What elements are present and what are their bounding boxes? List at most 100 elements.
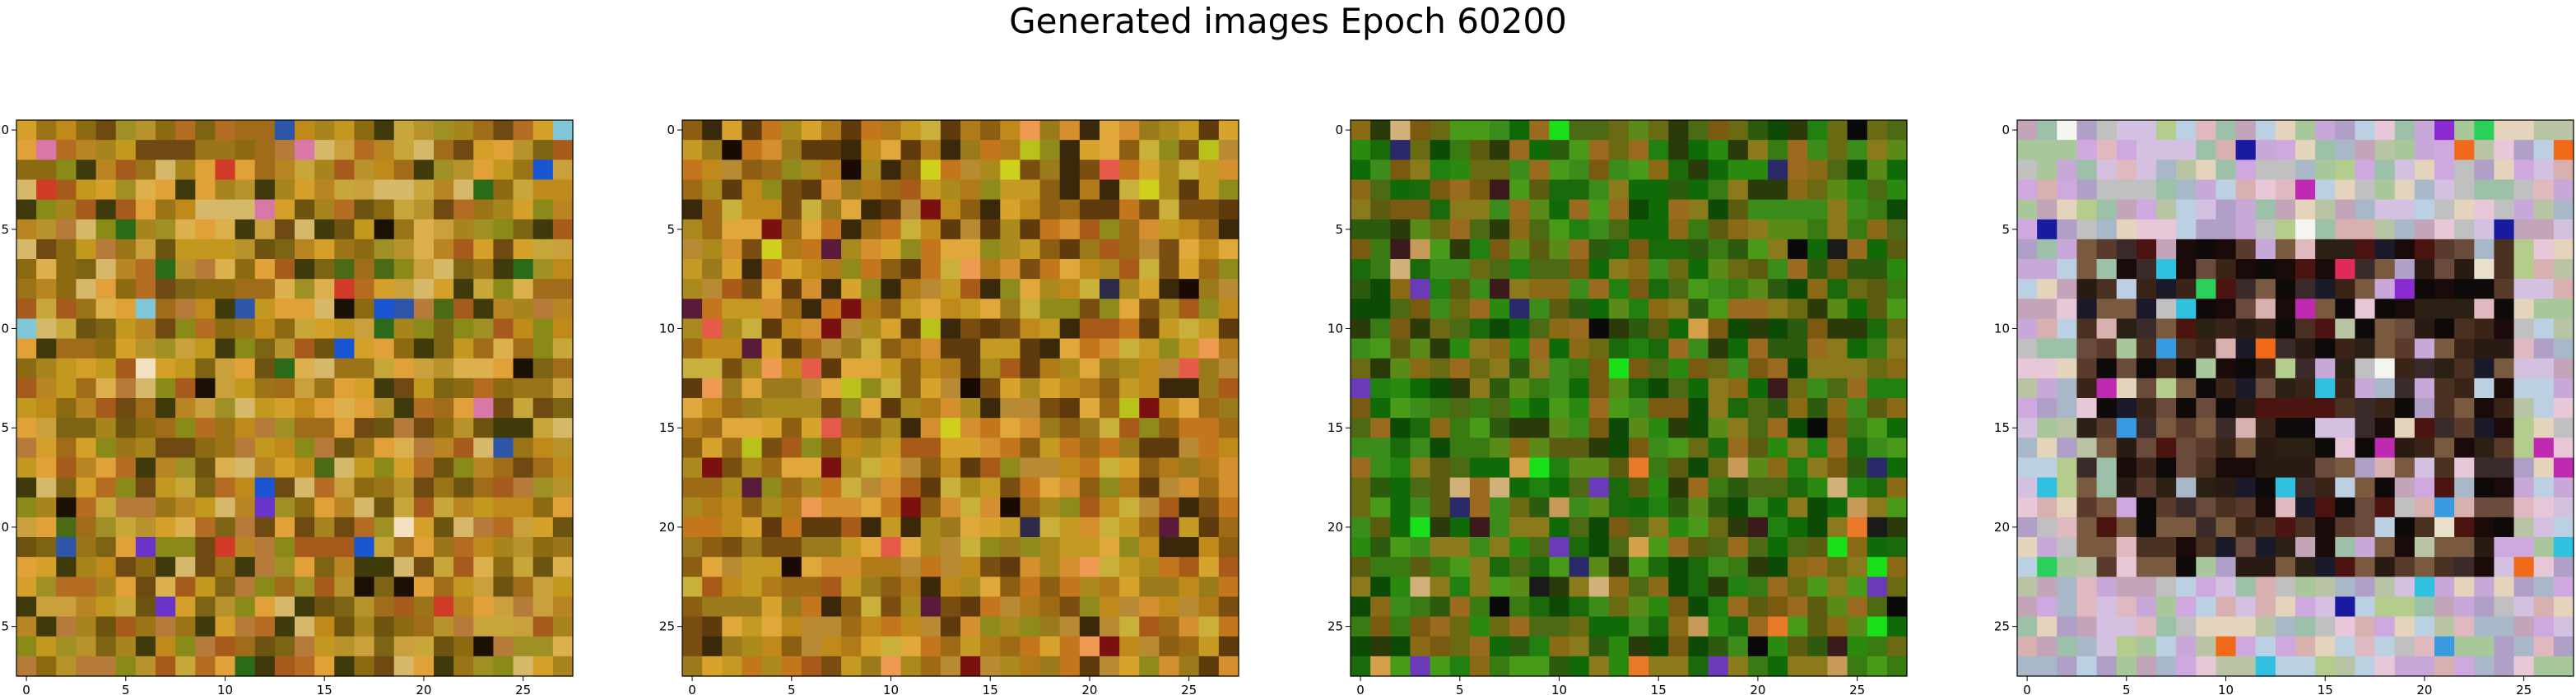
pixel-cell	[2494, 179, 2515, 201]
x-tick-label: 10	[883, 683, 899, 695]
pixel-cell	[920, 636, 942, 657]
pixel-cell	[1119, 616, 1140, 637]
pixel-cell	[1390, 219, 1411, 240]
pixel-cell	[195, 438, 216, 459]
pixel-cell	[2275, 378, 2296, 399]
pixel-cell	[532, 299, 554, 320]
pixel-cell	[2394, 179, 2416, 201]
pixel-cell	[1549, 596, 1570, 618]
pixel-cell	[295, 219, 315, 240]
pixel-cell	[473, 438, 495, 459]
pixel-cell	[2513, 299, 2535, 320]
pixel-cell	[1119, 497, 1140, 518]
pixel-cell	[1351, 517, 1371, 538]
pixel-cell	[1139, 338, 1160, 359]
pixel-cell	[1039, 160, 1061, 181]
pixel-cell	[374, 418, 395, 438]
pixel-cell	[1747, 120, 1769, 141]
pixel-cell	[354, 120, 375, 141]
pixel-cell	[314, 418, 335, 438]
pixel-cell	[2037, 477, 2058, 498]
pixel-cell	[821, 577, 842, 598]
pixel-cell	[156, 596, 176, 618]
pixel-cell	[1708, 259, 1729, 280]
pixel-cell	[1410, 318, 1431, 340]
pixel-cell	[881, 418, 902, 438]
pixel-cell	[1490, 477, 1510, 498]
pixel-cell	[453, 299, 474, 320]
pixel-cell	[960, 299, 981, 320]
pixel-cell	[1727, 358, 1749, 379]
x-tick-label: 5	[122, 683, 130, 695]
pixel-cell	[1410, 358, 1431, 379]
pixel-cell	[821, 557, 842, 577]
pixel-cell	[2136, 537, 2157, 558]
pixel-cell	[2057, 378, 2078, 399]
pixel-cell	[95, 318, 117, 340]
pixel-cell	[1179, 596, 1200, 618]
pixel-cell	[702, 517, 723, 538]
pixel-cell	[1159, 636, 1180, 657]
pixel-cell	[821, 299, 842, 320]
pixel-cell	[175, 557, 196, 577]
pixel-cell	[274, 318, 295, 340]
pixel-cell	[115, 318, 137, 340]
pixel-cell	[960, 160, 981, 181]
pixel-cell	[2096, 656, 2118, 677]
pixel-cell	[781, 438, 802, 459]
pixel-cell	[1100, 239, 1120, 260]
pixel-cell	[1807, 219, 1829, 240]
pixel-cell	[1509, 457, 1530, 479]
pixel-cell	[1000, 577, 1021, 598]
pixel-cell	[682, 636, 703, 657]
pixel-cell	[1039, 557, 1061, 577]
pixel-cell	[2394, 120, 2416, 141]
pixel-cell	[2076, 596, 2098, 618]
pixel-cell	[1886, 497, 1908, 518]
pixel-cell	[95, 279, 117, 299]
pixel-cell	[274, 279, 295, 299]
pixel-cell	[2513, 517, 2535, 538]
pixel-cell	[781, 160, 802, 181]
pixel-cell	[1059, 179, 1081, 201]
pixel-cell	[413, 438, 435, 459]
pixel-cell	[1020, 378, 1041, 399]
pixel-cell	[1059, 279, 1081, 299]
pixel-cell	[314, 259, 335, 280]
pixel-cell	[2533, 438, 2555, 459]
pixel-cell	[434, 537, 454, 558]
pixel-cell	[1039, 438, 1061, 459]
pixel-cell	[1886, 279, 1908, 299]
pixel-cell	[2315, 358, 2336, 379]
pixel-cell	[682, 418, 703, 438]
pixel-cell	[513, 636, 534, 657]
pixel-cell	[702, 279, 723, 299]
pixel-cell	[781, 259, 802, 280]
pixel-cell	[980, 179, 1001, 201]
pixel-cell	[2414, 219, 2435, 240]
pixel-cell	[682, 497, 703, 518]
pixel-cell	[2057, 577, 2078, 598]
pixel-cell	[841, 140, 862, 160]
pixel-cell	[1430, 199, 1451, 220]
pixel-cell	[1079, 299, 1100, 320]
pixel-cell	[175, 219, 196, 240]
pixel-cell	[1847, 179, 1868, 201]
pixel-cell	[36, 259, 57, 280]
pixel-cell	[1179, 318, 1200, 340]
pixel-cell	[2355, 338, 2376, 359]
pixel-cell	[1430, 140, 1451, 160]
pixel-cell	[2176, 259, 2197, 280]
pixel-cell	[115, 279, 137, 299]
pixel-cell	[1509, 398, 1530, 419]
pixel-cell	[2394, 279, 2416, 299]
pixel-cell	[1351, 537, 1371, 558]
pixel-cell	[1807, 557, 1829, 577]
pixel-cell	[1807, 279, 1829, 299]
pixel-cell	[2394, 517, 2416, 538]
pixel-cell	[2414, 656, 2435, 677]
pixel-cell	[2553, 219, 2574, 240]
pixel-cell	[175, 259, 196, 280]
pixel-cell	[354, 140, 375, 160]
pixel-cell	[1119, 398, 1140, 419]
